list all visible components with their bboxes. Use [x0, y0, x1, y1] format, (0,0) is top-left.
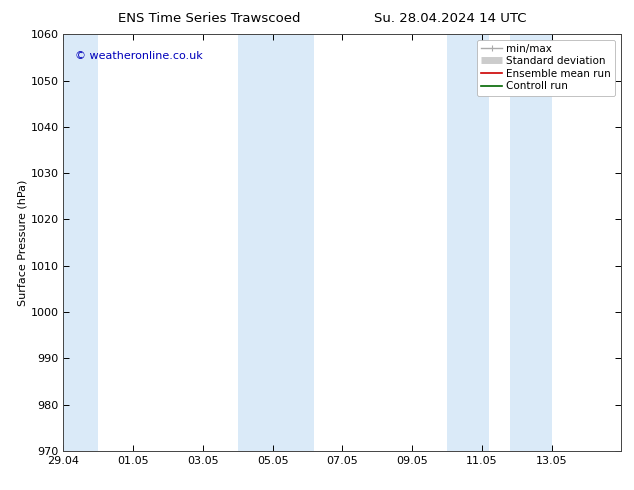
Y-axis label: Surface Pressure (hPa): Surface Pressure (hPa) — [18, 179, 28, 306]
Text: © weatheronline.co.uk: © weatheronline.co.uk — [75, 51, 202, 61]
Text: Su. 28.04.2024 14 UTC: Su. 28.04.2024 14 UTC — [374, 12, 526, 25]
Bar — [238, 34, 314, 451]
Bar — [510, 34, 552, 451]
Text: ENS Time Series Trawscoed: ENS Time Series Trawscoed — [118, 12, 301, 25]
Legend: min/max, Standard deviation, Ensemble mean run, Controll run: min/max, Standard deviation, Ensemble me… — [477, 40, 616, 96]
Bar — [60, 34, 98, 451]
Bar — [447, 34, 489, 451]
